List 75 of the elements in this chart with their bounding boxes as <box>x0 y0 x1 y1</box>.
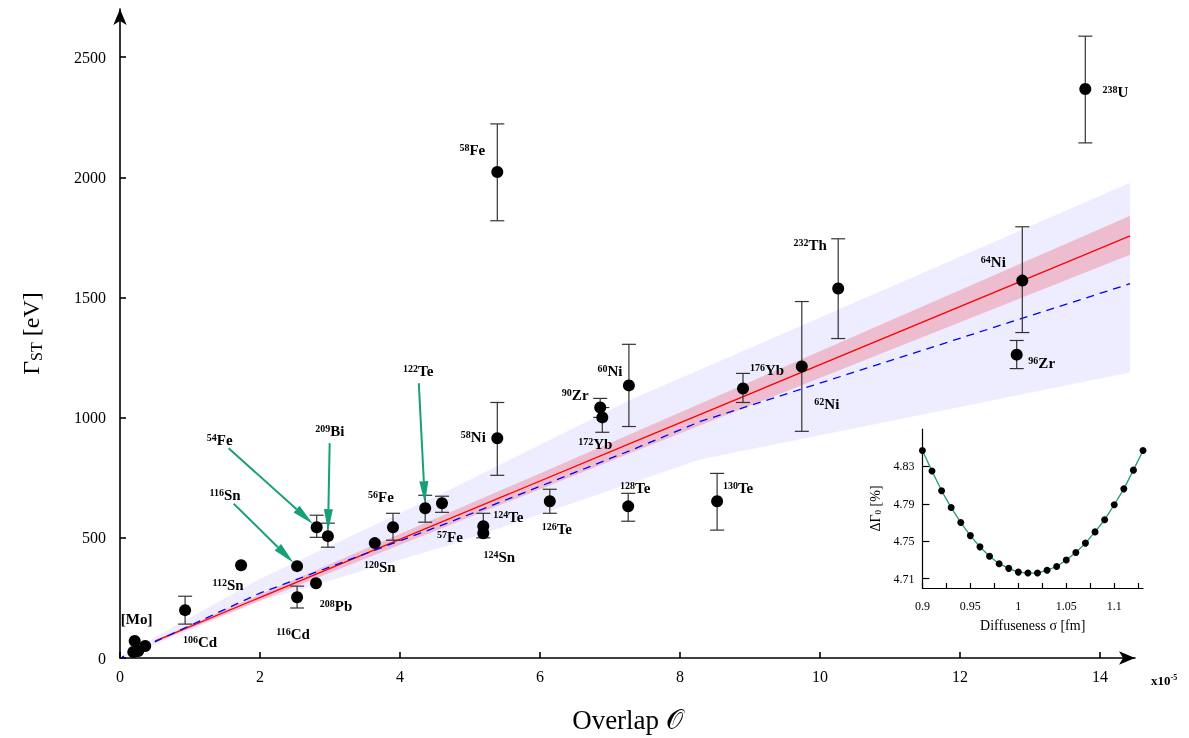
y-tick-label: 4.75 <box>893 534 915 549</box>
point <box>419 502 432 515</box>
y-tick-label: 1000 <box>74 409 106 427</box>
point <box>310 577 322 590</box>
point <box>1010 348 1023 361</box>
x-tick-label: 1.1 <box>1106 599 1122 613</box>
point <box>832 282 845 295</box>
point <box>491 165 504 178</box>
point <box>938 487 946 495</box>
y-tick-label: 1500 <box>74 288 106 306</box>
point <box>128 634 141 647</box>
point <box>387 521 399 534</box>
x-tick-label: 8 <box>676 667 684 685</box>
y-tick-label: 2000 <box>74 168 106 186</box>
point <box>1043 566 1051 574</box>
point <box>1129 466 1137 474</box>
point <box>1101 516 1109 524</box>
x-tick-label: 4 <box>396 667 404 685</box>
point <box>711 495 724 508</box>
point <box>1014 568 1022 576</box>
point <box>622 500 635 513</box>
x-tick-label: 1.05 <box>1055 599 1077 613</box>
y-tick-label: 0 <box>98 649 106 667</box>
annotation: [Mo] <box>120 610 153 627</box>
y-tick-label: 4.83 <box>893 459 915 474</box>
point <box>918 447 926 455</box>
point <box>1053 562 1061 570</box>
point <box>1110 501 1118 509</box>
x-tick-label: 12 <box>952 667 968 685</box>
point <box>1081 539 1089 547</box>
point <box>596 411 609 424</box>
point <box>310 521 323 534</box>
x-axis-title: Diffuseness σ [fm] <box>980 617 1086 633</box>
point <box>622 379 635 392</box>
x-tick-label: 2 <box>256 667 264 685</box>
point <box>291 560 304 573</box>
point <box>1120 485 1128 493</box>
point <box>543 495 556 508</box>
x-tick-label: 1 <box>1015 599 1022 613</box>
point <box>1005 564 1013 572</box>
point <box>995 560 1003 568</box>
y-tick-label: 500 <box>82 529 106 547</box>
y-axis-title: ΓST [eV] <box>17 292 45 375</box>
x-tick-label: 0 <box>116 667 124 685</box>
y-tick-label: 4.71 <box>893 571 915 586</box>
y-tick-label: 4.79 <box>893 496 915 511</box>
point <box>235 559 248 572</box>
y-tick-label: 2500 <box>74 48 106 66</box>
point <box>291 591 304 604</box>
y-axis-title: ΔΓ0 [%] <box>867 485 883 532</box>
point <box>594 401 607 414</box>
x-tick-label: 0.95 <box>959 599 981 613</box>
point <box>1139 447 1147 455</box>
point <box>737 382 749 395</box>
x-tick-label: 14 <box>1092 667 1108 685</box>
point <box>1079 83 1092 96</box>
point <box>1016 274 1029 287</box>
x-tick-label: 0.9 <box>914 599 930 613</box>
point <box>986 552 994 560</box>
point <box>179 604 192 617</box>
point <box>947 504 955 512</box>
point <box>491 432 504 445</box>
point <box>1062 556 1070 564</box>
point <box>976 543 984 551</box>
point <box>957 519 965 527</box>
point <box>321 530 334 543</box>
point <box>368 537 381 550</box>
point <box>1072 548 1080 556</box>
x-tick-label: 10 <box>812 667 828 685</box>
point <box>966 532 974 540</box>
x-axis-title: Overlap 𝒪 <box>572 704 685 735</box>
point <box>1034 569 1041 577</box>
line-series <box>121 283 1131 658</box>
x-tick-label: 6 <box>536 667 544 685</box>
point <box>795 360 808 373</box>
